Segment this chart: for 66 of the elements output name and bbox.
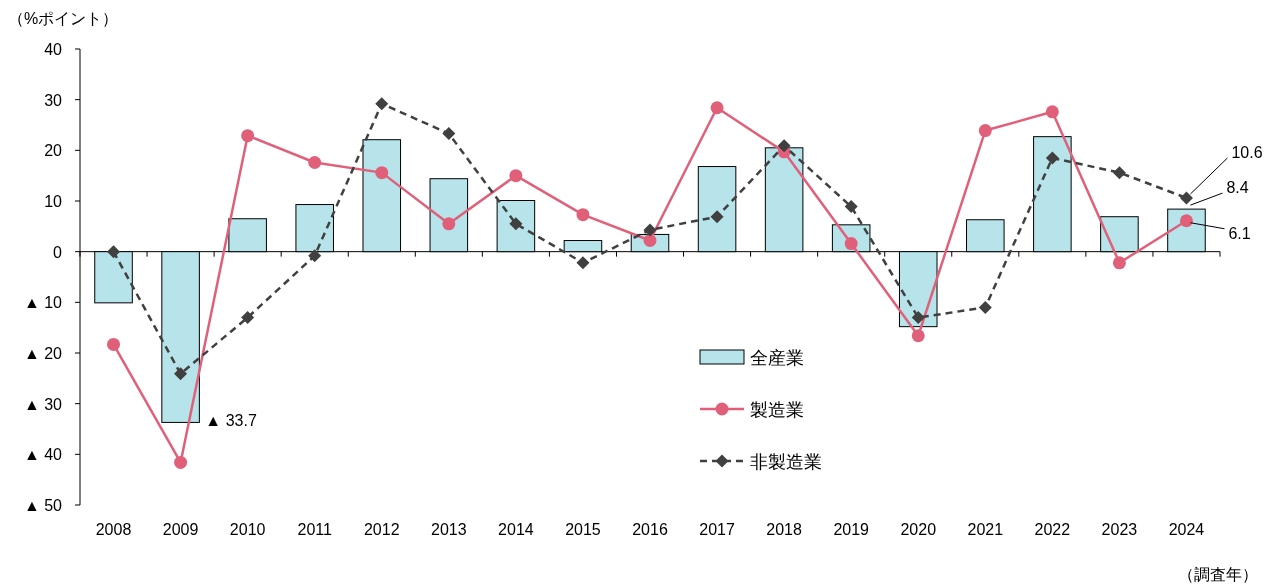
y-tick-label: 0 (53, 243, 63, 261)
point (576, 256, 590, 270)
point (576, 208, 590, 222)
point (710, 101, 724, 115)
legend-label: 製造業 (750, 400, 804, 420)
legend-label: 非製造業 (750, 452, 822, 472)
point (844, 200, 858, 214)
x-tick-label: 2015 (565, 521, 601, 538)
x-tick-label: 2022 (1034, 521, 1071, 538)
x-tick-label: 2016 (632, 521, 668, 538)
point (1179, 191, 1193, 205)
x-tick-label: 2010 (229, 521, 266, 538)
y-tick-label: 20 (44, 142, 63, 160)
y-tick-label: ▲ 20 (23, 345, 63, 362)
point (442, 217, 456, 231)
y-tick-label: ▲ 50 (23, 497, 63, 514)
point (911, 329, 925, 343)
point (308, 155, 322, 169)
x-tick-label: 2020 (900, 521, 937, 538)
point (174, 367, 188, 381)
data-label: 10.6 (1231, 143, 1263, 161)
x-tick-label: 2014 (498, 521, 534, 538)
point (911, 311, 925, 325)
y-tick-label: ▲ 10 (23, 294, 63, 312)
point (241, 129, 255, 143)
point (241, 311, 255, 325)
data-label: 6.1 (1228, 224, 1251, 242)
x-tick-label: 2012 (363, 521, 400, 538)
point (1179, 214, 1193, 228)
legend-label: 全産業 (750, 348, 804, 368)
point (1112, 256, 1126, 270)
point (107, 245, 121, 259)
point (1112, 166, 1126, 180)
point (777, 139, 791, 153)
y-tick-label: 40 (44, 41, 63, 58)
point (1045, 151, 1059, 165)
x-tick-label: 2024 (1168, 521, 1205, 538)
point (978, 124, 992, 138)
point (978, 300, 992, 314)
y-tick-label: ▲ 30 (23, 395, 63, 413)
y-tick-label: 30 (44, 91, 63, 109)
data-label: 8.4 (1226, 179, 1249, 197)
point (375, 166, 389, 180)
y-tick-label: ▲ 40 (23, 446, 63, 464)
y-tick-label: 10 (44, 193, 63, 210)
point (643, 223, 657, 237)
point (107, 337, 121, 351)
x-tick-label: 2008 (95, 521, 132, 538)
annotation: ▲ 33.7 (205, 412, 257, 430)
x-tick-label: 2021 (967, 521, 1004, 538)
x-tick-label: 2017 (699, 521, 735, 538)
x-tick-label: 2009 (162, 521, 199, 538)
x-tick-label: 2011 (297, 521, 333, 538)
point (442, 127, 456, 141)
point (710, 210, 724, 224)
x-axis-title: （調査年） (1178, 566, 1258, 583)
point (1045, 105, 1059, 119)
point (308, 249, 322, 263)
point (375, 97, 389, 111)
point (509, 169, 523, 183)
point (174, 455, 188, 469)
x-tick-label: 2023 (1101, 521, 1138, 538)
y-axis-title: （%ポイント） (8, 10, 119, 27)
x-tick-label: 2018 (766, 521, 803, 538)
x-tick-label: 2013 (431, 521, 467, 538)
x-tick-label: 2019 (833, 521, 870, 538)
